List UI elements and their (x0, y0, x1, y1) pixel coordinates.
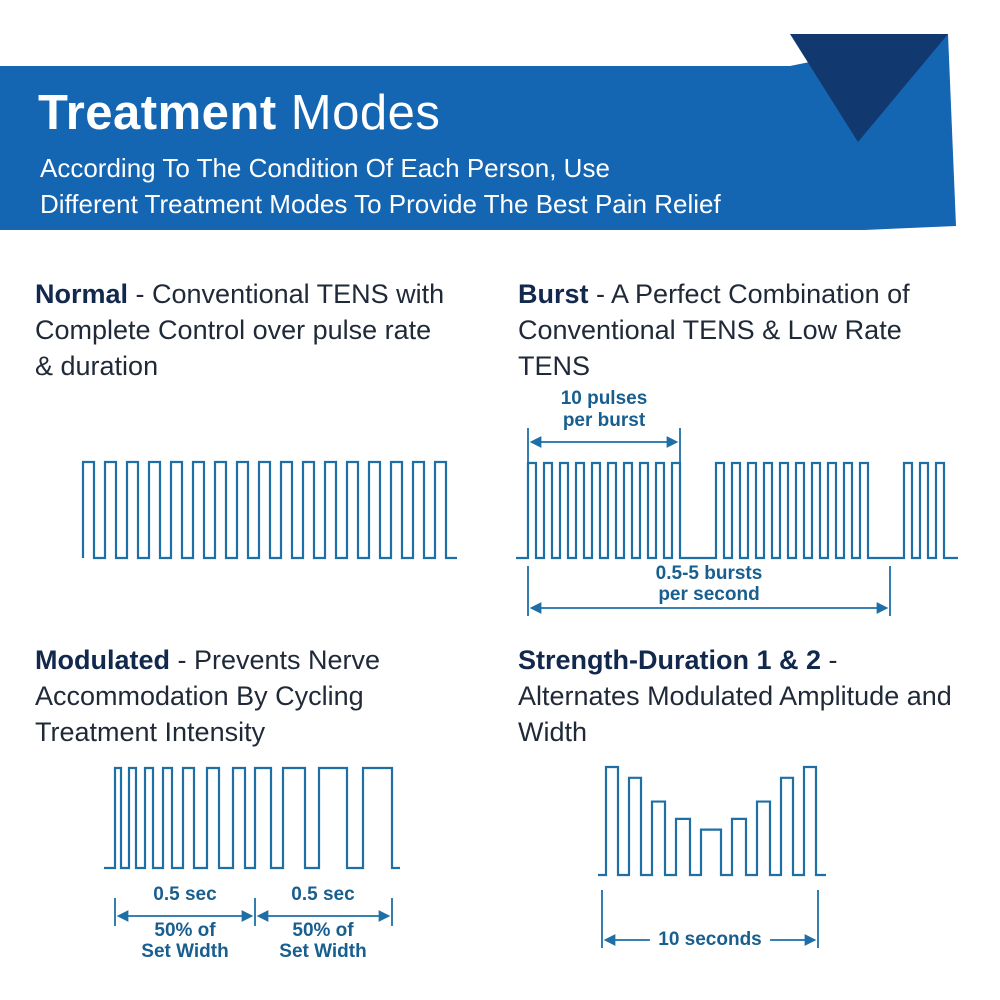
modulated-span1-label: 0.5 sec (153, 884, 217, 905)
banner-ribbon (0, 34, 956, 230)
page-title-bold: Treatment (38, 86, 277, 140)
normal-wave-path (81, 460, 457, 560)
normal-heading: Normal - Conventional TENS with Complete… (35, 276, 455, 384)
burst-heading: Burst - A Perfect Combination of Convent… (518, 276, 948, 384)
page-title-light: Modes (276, 86, 441, 140)
burst-bursts-per-second-label: 0.5-5 bursts per second (655, 563, 763, 605)
modulated-span2-label: 0.5 sec (291, 884, 355, 905)
strength-seconds-label-text: 10 seconds (650, 928, 770, 952)
modulated-heading-desc: - Prevents Nerve Accommodation By Cyclin… (35, 645, 381, 747)
burst-heading-desc: - A Perfect Combination of Conventional … (518, 279, 910, 381)
modulated-setwidth1-label: 50% of Set Width (141, 920, 229, 962)
normal-waveform (81, 460, 457, 560)
strength-heading-term: Strength-Duration 1 & 2 (518, 645, 822, 675)
page-subtitle: According To The Condition Of Each Perso… (40, 153, 721, 219)
page-title: Treatment Modes (38, 86, 440, 140)
modulated-wave-path (104, 766, 400, 870)
normal-heading-desc: - Conventional TENS with Complete Contro… (35, 279, 445, 381)
burst-wave-path (516, 461, 958, 560)
strength-seconds-label: 10 seconds (610, 928, 810, 952)
ribbon-band (0, 34, 956, 230)
strength-heading: Strength-Duration 1 & 2 - Alternates Mod… (518, 642, 958, 750)
modulated-heading: Modulated - Prevents Nerve Accommodation… (35, 642, 465, 750)
modulated-heading-term: Modulated (35, 645, 170, 675)
ribbon-fold-triangle (790, 34, 948, 142)
normal-heading-term: Normal (35, 279, 129, 309)
strength-wave-path (598, 765, 826, 877)
modulated-waveform (104, 766, 400, 926)
burst-waveform (516, 428, 958, 616)
burst-pulses-per-burst-label: 10 pulses per burst (560, 388, 648, 431)
burst-heading-term: Burst (518, 279, 589, 309)
strength-heading-desc: - Alternates Modulated Amplitude and Wid… (518, 645, 952, 747)
modulated-setwidth2-label: 50% of Set Width (279, 920, 367, 962)
